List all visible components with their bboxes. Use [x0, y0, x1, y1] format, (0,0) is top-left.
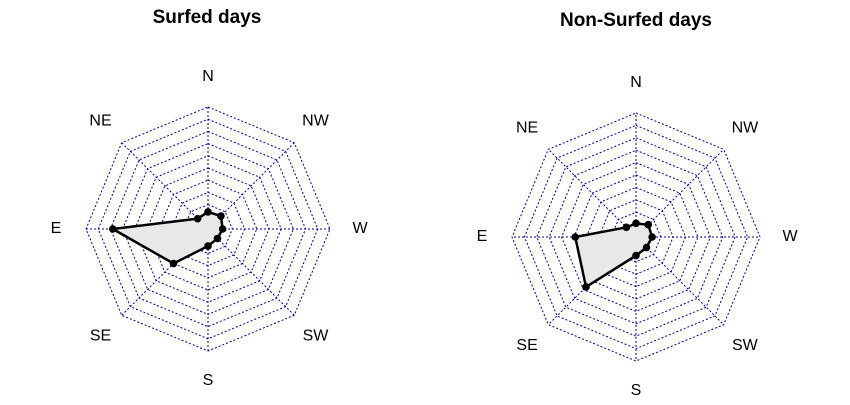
data-point [169, 259, 178, 268]
spoke [547, 148, 637, 238]
data-point [648, 233, 656, 241]
chart-title: Non-Surfed days [560, 10, 712, 31]
data-point [582, 283, 590, 291]
data-point [204, 208, 212, 216]
spoke [635, 236, 725, 326]
axis-label: S [203, 372, 214, 389]
data-point [218, 225, 227, 233]
chart-title: Surfed days [153, 7, 262, 28]
data-point [642, 243, 651, 252]
grid-ring [548, 149, 724, 325]
axis-label: SW [732, 337, 759, 354]
data-point [204, 242, 212, 250]
axis-label: S [631, 382, 642, 399]
grid-ring [610, 211, 662, 263]
axis-label: NE [89, 113, 111, 130]
data-point [622, 223, 631, 232]
axis-label: NW [732, 119, 760, 136]
data-point [193, 214, 202, 223]
data-area [108, 210, 224, 265]
axis-label: N [630, 74, 642, 91]
axis-label: SE [516, 337, 537, 354]
axis-label: E [51, 220, 62, 237]
data-point [644, 220, 653, 229]
grid-ring [585, 186, 687, 288]
data-point [213, 234, 222, 243]
axis-label: NE [516, 119, 538, 136]
grid-ring [523, 124, 749, 350]
grid-ring [183, 204, 233, 254]
spoke [207, 228, 295, 316]
axis-label: SE [90, 328, 111, 345]
data-point [109, 225, 117, 233]
data-point [632, 219, 640, 228]
data-point [571, 233, 580, 241]
grid-ring [511, 112, 761, 362]
data-point [632, 251, 640, 260]
axis-label: E [477, 228, 488, 245]
data-point [217, 212, 225, 220]
axis-label: NW [302, 113, 330, 130]
grid-ring [536, 137, 736, 337]
data-area [573, 222, 654, 289]
spoke [121, 142, 209, 230]
grid-ring [109, 130, 307, 328]
axis-label: SW [303, 328, 330, 345]
axis-label: W [352, 220, 368, 237]
axis-label: W [782, 228, 798, 245]
axis-label: N [202, 68, 214, 85]
